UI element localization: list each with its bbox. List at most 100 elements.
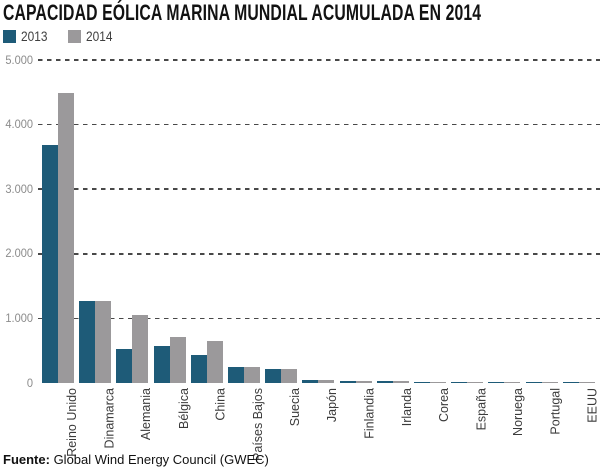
bar-group-corea [414,381,447,383]
bar-2014-suecia [281,369,298,383]
bar-2014-japon [318,379,335,383]
bar-2014-alemania [132,315,149,383]
bar-2013-espana [451,381,468,383]
x-axis-cell-finlandia: Finlandia [340,386,377,458]
x-axis-cell-irlanda: Irlanda [377,386,414,458]
bar-group-paises-bajos [228,367,261,383]
gridline-3000 [38,188,600,190]
gridline-4000 [38,123,600,126]
x-axis-label-dinamarca: Dinamarca [102,388,117,449]
bar-2014-china [206,340,223,383]
bar-2013-china [190,355,207,383]
bar-2014-reino-unido [58,92,74,383]
x-axis-label-belgica: Bélgica [176,388,191,429]
x-axis-label-china: China [213,388,228,421]
legend-label-2014: 2014 [86,29,113,44]
source-text: Global Wind Energy Council (GWEC) [49,452,269,467]
gridline-5000 [38,59,600,61]
bar-group-suecia [265,369,298,383]
x-axis-label-portugal: Portugal [548,388,563,435]
x-axis-label-noruega: Noruega [511,388,526,436]
bar-group-belgica [153,337,186,383]
bar-group-eeuu [562,381,595,383]
x-axis-cell-japon: Japón [302,386,339,458]
x-axis-label-alemania: Alemania [139,388,154,441]
x-axis-label-espana: España [474,388,489,431]
bar-group-dinamarca [79,300,112,383]
bar-2014-paises-bajos [244,367,261,383]
x-axis-cell-corea: Corea [414,386,451,458]
x-axis-cell-china: China [191,386,228,458]
x-axis-label-reino-unido: Reino Unido [65,388,79,457]
x-axis-cell-dinamarca: Dinamarca [79,386,116,458]
bar-2013-irlanda [376,381,393,383]
plot-area [38,59,600,383]
bar-2013-belgica [153,346,170,383]
bar-2014-espana [467,381,484,383]
x-axis-cell-eeuu: EEUU [563,386,600,458]
gridline-2000 [38,253,600,255]
bar-group-china [190,340,223,383]
bar-group-noruega [488,381,521,383]
bar-group-reino-unido [42,92,74,383]
x-axis-cell-noruega: Noruega [488,386,525,458]
bar-2014-finlandia [355,381,372,383]
bar-group-espana [451,381,484,383]
x-axis-label-eeuu: EEUU [585,388,600,423]
bar-2013-corea [414,381,431,383]
chart-title: CAPACIDAD EÓLICA MARINA MUNDIAL ACUMULAD… [3,0,482,25]
y-axis-label-0: 0 [26,375,33,390]
legend-label-2013: 2013 [21,29,48,44]
bar-2014-irlanda [392,381,409,383]
bar-group-portugal [525,381,558,383]
x-axis-label-paises-bajos: Países Bajos [251,388,266,461]
bar-2014-belgica [169,337,186,383]
bar-2013-reino-unido [42,145,58,383]
legend-item-2014: 2014 [68,29,116,44]
bar-2014-portugal [541,381,558,383]
bars-container [38,60,600,383]
bar-2013-finlandia [339,381,356,383]
bar-2013-dinamarca [79,300,96,383]
x-axis-cell-belgica: Bélgica [154,386,191,458]
x-axis-label-finlandia: Finlandia [362,388,377,439]
legend: 2013 2014 [3,29,116,44]
source-note: Fuente: Global Wind Energy Council (GWEC… [3,452,269,467]
x-axis-label-suecia: Suecia [288,388,303,427]
x-axis-label-japon: Japón [325,388,340,423]
x-axis-cell-portugal: Portugal [526,386,563,458]
x-axis-labels: Reino Unido Dinamarca Alemania Bélgica China… [38,386,600,461]
bar-2013-noruega [488,381,505,383]
x-axis-cell-alemania: Alemania [116,386,153,458]
bar-2013-suecia [265,369,282,383]
y-axis-label-1000: 1.000 [5,310,33,325]
bar-2013-portugal [525,381,542,383]
bar-2013-paises-bajos [228,367,245,383]
x-axis-cell-espana: España [451,386,488,458]
legend-swatch-2013 [3,30,16,43]
x-axis-label-irlanda: Irlanda [399,388,414,427]
legend-swatch-2014 [68,30,82,43]
bar-2014-corea [430,381,447,383]
y-axis-label-4000: 4.000 [5,117,33,132]
x-axis-cell-suecia: Suecia [265,386,302,458]
bar-2013-alemania [116,349,133,383]
y-axis-label-2000: 2.000 [5,246,33,261]
gridline-1000 [38,317,600,320]
bar-group-finlandia [339,381,372,383]
bar-2014-dinamarca [95,300,112,383]
legend-item-2013: 2013 [3,29,51,44]
x-axis-label-corea: Corea [437,388,452,423]
bar-group-irlanda [376,381,409,383]
y-axis-label-5000: 5.000 [5,52,33,67]
bar-2014-noruega [504,381,521,383]
bar-2013-japon [302,379,319,383]
bar-2014-eeuu [578,381,595,383]
bar-group-alemania [116,315,149,383]
source-label: Fuente: [3,452,50,467]
y-axis-label-3000: 3.000 [5,181,33,196]
x-axis-cell-paises-bajos: Países Bajos [228,386,265,461]
bar-group-japon [302,379,335,383]
bar-2013-eeuu [562,381,579,383]
